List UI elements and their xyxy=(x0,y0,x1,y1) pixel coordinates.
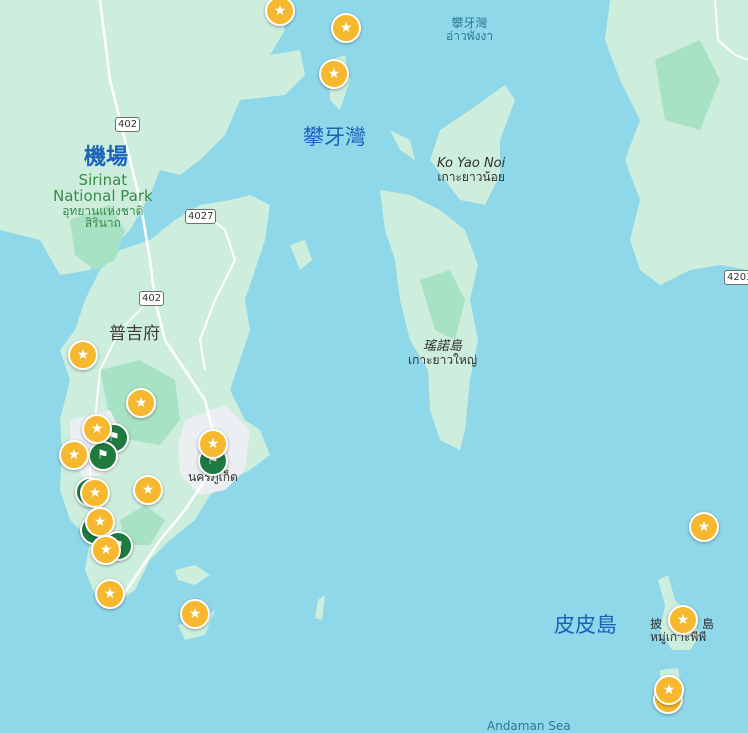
phuket-town-label[interactable]: นครภูเก็ต xyxy=(188,470,238,484)
road-shield-4203: 4203 xyxy=(724,270,748,285)
marker-flag-2[interactable]: ⚑ xyxy=(88,441,118,471)
road-east xyxy=(198,209,237,371)
sirinat-national-park-label[interactable]: Sirinat National Park อุทยานแห่งชาติ สิร… xyxy=(53,171,153,231)
park-name-en-1: Sirinat xyxy=(78,171,128,189)
marker-north-coast[interactable]: ★ xyxy=(265,0,295,26)
andaman-sea-label: Andaman Sea xyxy=(487,719,571,733)
marker-west-coast-6[interactable]: ★ xyxy=(91,535,121,565)
road-shield-402-north: 402 xyxy=(115,117,141,132)
phuket-province-label[interactable]: 普吉府 xyxy=(109,324,160,344)
ko-yao-noi-label[interactable]: Ko Yao Noi เกาะยาวน้อย xyxy=(437,157,505,183)
marker-west-coast-1[interactable]: ★ xyxy=(68,340,98,370)
ko-yao-noi-en: Ko Yao Noi xyxy=(437,156,506,171)
marker-south-tip[interactable]: ★ xyxy=(95,579,125,609)
mainland-northwest xyxy=(0,0,305,275)
ko-yao-noi-th: เกาะยาวน้อย xyxy=(437,169,505,184)
marker-inland-1[interactable]: ★ xyxy=(126,388,156,418)
ko-yao-yai-label[interactable]: 瑤諾島 เกาะยาวใหญ่ xyxy=(408,340,477,366)
phi-phi-small-cjk-2: 島 xyxy=(702,617,715,631)
marker-phi-phi-1[interactable]: ★ xyxy=(668,605,698,635)
road-main xyxy=(98,0,217,601)
marker-west-coast-3[interactable]: ★ xyxy=(59,440,89,470)
park-name-th-2: สิรินาถ xyxy=(84,216,121,231)
phang-nga-bay-thai: อ่าวพังงา xyxy=(446,28,494,43)
forest-east xyxy=(655,40,720,130)
marker-west-coast-2[interactable]: ★ xyxy=(82,414,112,444)
islet-2 xyxy=(290,240,312,270)
ko-yao-yai-th: เกาะยาวใหญ่ xyxy=(408,352,478,367)
islet-3 xyxy=(175,565,210,585)
road-shield-402-south: 402 xyxy=(139,291,165,306)
marker-west-coast-4[interactable]: ★ xyxy=(80,478,110,508)
phi-phi-small-cjk: 披島 xyxy=(650,618,714,631)
marker-west-coast-5[interactable]: ★ xyxy=(85,507,115,537)
airport-label[interactable]: 機場 xyxy=(84,145,129,170)
phang-nga-bay-small-cjk: 攀牙灣 xyxy=(451,16,488,30)
marker-east-sea[interactable]: ★ xyxy=(689,512,719,542)
phi-phi-label[interactable]: 皮皮島 xyxy=(554,613,617,637)
phi-phi-small-label[interactable]: 披島 หมู่เกาะพีพี xyxy=(650,618,714,643)
park-name-th-1: อุทยานแห่งชาติ xyxy=(62,203,144,218)
phi-phi-small-cjk-1: 披 xyxy=(650,617,663,631)
phang-nga-bay-small-label: 攀牙灣 อ่าวพังงา xyxy=(446,17,493,42)
forest-south xyxy=(120,505,165,545)
marker-south-island[interactable]: ★ xyxy=(180,599,210,629)
road-krabi xyxy=(714,0,748,61)
marker-north-island-1[interactable]: ★ xyxy=(331,13,361,43)
phang-nga-bay-label: 攀牙灣 xyxy=(303,125,366,149)
marker-town[interactable]: ★ xyxy=(198,429,228,459)
marker-north-island-2[interactable]: ★ xyxy=(319,59,349,89)
ko-yao-noi xyxy=(430,85,515,205)
islet-1 xyxy=(390,130,415,160)
ko-yao-yai-cjk: 瑤諾島 xyxy=(423,339,463,354)
phi-phi-th: หมู่เกาะพีพี xyxy=(650,629,707,644)
road-shield-4027: 4027 xyxy=(185,209,217,224)
forest-yao-yai xyxy=(420,270,465,340)
islet-5 xyxy=(315,595,325,620)
marker-phi-phi-2[interactable]: ★ xyxy=(654,675,684,705)
ko-yao-yai xyxy=(380,190,478,450)
park-name-en-2: National Park xyxy=(53,186,153,205)
forest-west xyxy=(70,205,125,270)
marker-inland-2[interactable]: ★ xyxy=(133,475,163,505)
